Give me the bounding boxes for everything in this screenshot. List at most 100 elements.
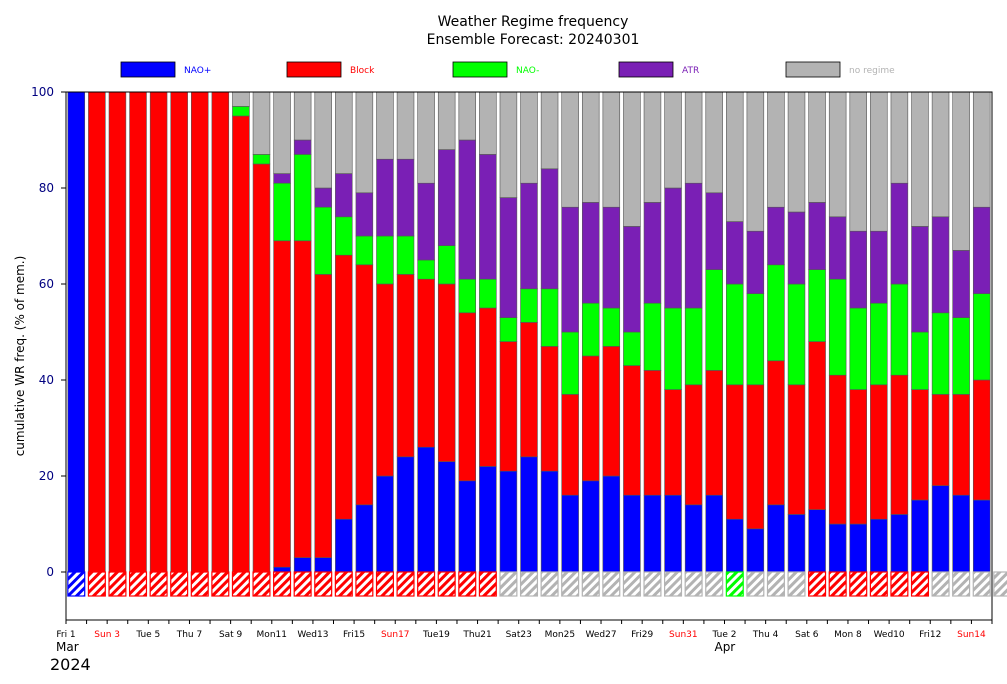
x-tick-label: Sat 9 [219, 630, 243, 640]
bar-segment-nao- [684, 504, 703, 573]
bar-segment-no-regime [623, 91, 641, 227]
y-tick-label: 0 [46, 565, 54, 579]
bar-segment-nao- [972, 499, 991, 573]
regime-marker [128, 571, 148, 597]
bar-segment-nao- [540, 288, 559, 347]
bar-segment-atr [911, 226, 929, 333]
legend-swatch [452, 61, 508, 78]
bar-segment-atr [828, 216, 847, 280]
bar-segment-block [108, 91, 127, 573]
bar-segment-block [952, 394, 970, 496]
regime-marker [602, 571, 621, 597]
regime-marker [170, 571, 189, 597]
bar-segment-no-regime [561, 91, 579, 208]
bar-segment-nao- [931, 312, 950, 395]
bar-segment-atr [314, 187, 332, 208]
y-tick-label: 40 [39, 373, 54, 387]
bar-segment-block [499, 341, 518, 472]
bar-segment-no-regime [767, 91, 785, 208]
y-tick-label: 20 [39, 469, 54, 483]
bar-segment-nao- [355, 504, 374, 573]
bar-segment-atr [746, 230, 765, 294]
regime-marker [499, 571, 518, 597]
bar-segment-no-regime [705, 91, 723, 194]
bar-segment-block [520, 322, 538, 458]
bar-segment-nao- [376, 475, 394, 573]
bar-segment-block [684, 384, 703, 506]
bar-segment-no-regime [726, 91, 744, 222]
x-tick-label: Thu21 [462, 630, 491, 640]
legend-label: NAO- [516, 66, 539, 76]
bar-segment-no-regime [293, 91, 312, 141]
regime-marker [540, 571, 559, 597]
bar-segment-no-regime [396, 91, 415, 160]
bar-segment-block [911, 389, 929, 501]
bar-segment-nao- [684, 307, 703, 386]
legend-swatch [618, 61, 674, 78]
bar-segment-block [211, 91, 230, 573]
bar-segment-atr [643, 202, 662, 304]
month-label: Apr [714, 640, 735, 654]
regime-marker [622, 571, 641, 597]
x-tick-label: Mon 8 [834, 630, 862, 640]
x-tick-label: Sun 3 [94, 630, 120, 640]
bar-segment-atr [705, 192, 723, 270]
bar-segment-nao- [664, 307, 682, 390]
bar-segment-nao- [849, 523, 867, 573]
bar-segment-atr [767, 206, 785, 266]
bar-segment-atr [520, 182, 538, 290]
x-tick-label: Sun14 [957, 630, 986, 640]
bar-segment-nao- [314, 206, 332, 275]
bar-segment-block [273, 240, 291, 568]
bar-segment-no-regime [499, 91, 518, 198]
bar-segment-nao- [870, 302, 888, 386]
bar-segment-nao- [293, 154, 312, 242]
bar-segment-no-regime [890, 91, 909, 184]
bar-segment-block [170, 91, 188, 573]
y-tick-label: 80 [39, 181, 54, 195]
regime-marker [273, 571, 292, 597]
bar-segment-nao- [335, 216, 353, 256]
bar-segment-no-regime [684, 91, 703, 184]
bar-segment-nao- [828, 278, 847, 376]
regime-marker [561, 571, 580, 597]
bar-segment-block [561, 394, 579, 496]
bar-segment-no-regime [540, 91, 559, 170]
bar-segment-block [149, 91, 168, 573]
x-tick-label: Fri15 [343, 630, 365, 640]
bar-segment-nao- [499, 317, 518, 342]
bar-segment-block [479, 307, 497, 467]
regime-marker [396, 571, 415, 597]
bar-segment-nao- [561, 331, 579, 395]
regime-marker [375, 571, 394, 597]
x-tick-label: Sat 6 [795, 630, 819, 640]
bar-segment-no-regime [787, 91, 806, 213]
chart-title: Weather Regime frequency [438, 14, 629, 30]
bar-segment-atr [417, 182, 435, 261]
bar-segment-block [746, 384, 765, 530]
bar-segment-nao- [458, 480, 477, 573]
bar-segment-block [623, 365, 641, 496]
bar-segment-block [232, 115, 250, 573]
legend-swatch [120, 61, 176, 78]
bar-segment-block [376, 283, 394, 477]
bar-segment-no-regime [828, 91, 847, 218]
bar-segment-nao- [808, 509, 826, 573]
bar-segment-no-regime [335, 91, 353, 174]
bar-segment-nao- [499, 470, 518, 573]
bar-segment-atr [808, 202, 826, 270]
regime-marker [67, 571, 86, 597]
x-tick-label: Wed10 [874, 630, 905, 640]
bar-segment-block [252, 163, 271, 573]
bar-segment-nao- [252, 154, 271, 165]
bar-segment-nao- [540, 470, 559, 573]
hatch-row [67, 571, 1007, 597]
bar-segment-nao- [458, 278, 477, 314]
regime-marker [293, 571, 312, 597]
regime-marker [910, 571, 930, 597]
bar-segment-atr [581, 202, 600, 304]
bar-segment-block [643, 370, 662, 496]
bar-segment-no-regime [911, 91, 929, 227]
bar-segment-block [602, 346, 621, 477]
bar-segment-no-regime [232, 91, 250, 107]
